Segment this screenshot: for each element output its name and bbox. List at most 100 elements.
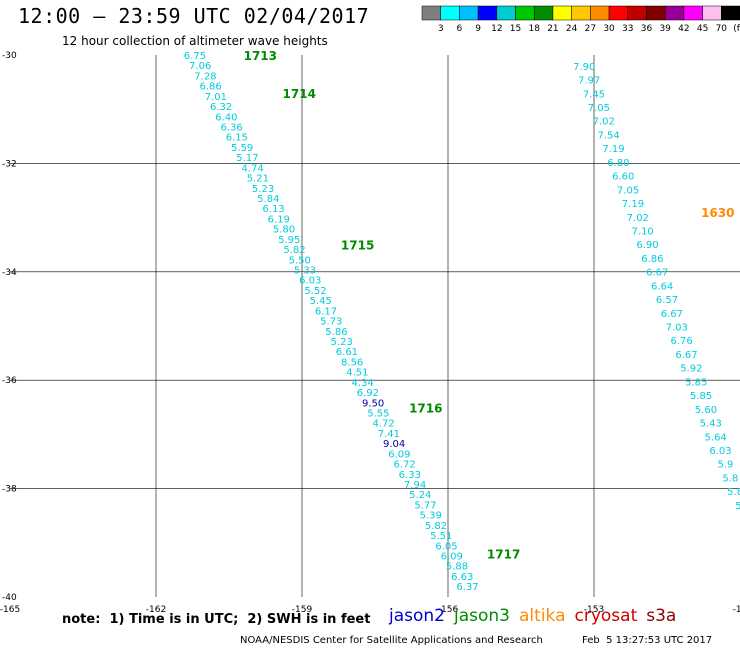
colorbar-label: 24	[566, 24, 578, 34]
satellite-tracks: 6.757.067.286.867.016.326.406.366.155.59…	[184, 49, 740, 593]
wave-height-value: 6.67	[646, 268, 668, 279]
wave-height-value: 6.92	[357, 388, 379, 399]
wave-height-value: 6.36	[220, 123, 242, 134]
axis-ticks: -30 -32 -34 -36 -38 -40 -165 -162 -159 -156 -153 -1…	[0, 51, 740, 615]
wave-height-value: 5.64	[705, 432, 727, 443]
wave-height-value: 7.54	[597, 130, 619, 141]
y-tick-label: -34	[2, 268, 17, 278]
grid	[10, 55, 740, 597]
wave-height-value: 7.05	[588, 103, 610, 114]
colorbar-swatch	[515, 5, 535, 21]
wave-height-value: 6.86	[641, 254, 663, 265]
colorbar-label: 12	[491, 24, 502, 34]
wave-height-value: 7.97	[578, 76, 600, 87]
wave-height-value: 7.94	[404, 480, 426, 491]
wave-height-value: 6.09	[388, 449, 410, 460]
colorbar-swatch	[590, 5, 610, 21]
wave-height-value: 7.03	[666, 323, 688, 334]
x-tick-label: -162	[146, 605, 166, 615]
footer-credit: NOAA/NESDIS Center for Satellite Applica…	[240, 635, 543, 646]
legend-item-cryosat: cryosat	[574, 606, 638, 626]
wave-height-value: 6.03	[299, 276, 321, 287]
colorbar-swatch	[496, 5, 516, 21]
wave-height-value: 7.41	[378, 429, 400, 440]
colorbar-swatch	[421, 5, 441, 21]
wave-height-value: 4.51	[346, 368, 368, 379]
wave-height-value: 4.72	[372, 419, 394, 430]
x-tick-label: -15	[733, 605, 740, 615]
wave-height-value: 7.02	[593, 117, 615, 128]
wave-height-value: 7.10	[632, 226, 654, 237]
wave-height-value: 5.17	[236, 153, 258, 164]
pass-time-label: 1716	[409, 401, 442, 415]
wave-height-value: 5.84	[257, 194, 279, 205]
x-tick-label: -159	[292, 605, 313, 615]
wave-height-value: 6.90	[636, 240, 658, 251]
wave-height-value: 5.88	[446, 562, 468, 573]
colorbar-label: 45	[697, 24, 708, 34]
wave-height-value: 5.39	[420, 511, 442, 522]
wave-height-value: 4.34	[352, 378, 374, 389]
wave-height-value: 8.56	[341, 357, 363, 368]
colorbar-swatch	[459, 5, 479, 21]
y-tick-label: -32	[2, 159, 17, 169]
wave-height-value: 5.43	[700, 419, 722, 430]
colorbar-swatch	[664, 5, 685, 21]
wave-height-value: 6.05	[435, 541, 457, 552]
wave-height-value: 6.63	[451, 572, 473, 583]
wave-height-value: 5.86	[325, 327, 347, 338]
chart-subtitle: 12 hour collection of altimeter wave hei…	[62, 34, 328, 48]
wave-height-value: 5.52	[304, 286, 326, 297]
wave-height-value: 7.05	[617, 185, 639, 196]
wave-height-value: 5.92	[680, 364, 702, 375]
colorbar-label: 70	[716, 24, 728, 34]
wave-height-value: 7.02	[627, 213, 649, 224]
wave-height-value: 5.24	[409, 490, 431, 501]
wave-height-value: 6.80	[607, 158, 629, 169]
colorbar-label: 39	[659, 24, 671, 34]
colorbar-swatch	[646, 5, 666, 21]
wave-height-value: 6.17	[315, 306, 337, 317]
wave-height-value: 5.85	[685, 377, 707, 388]
wave-height-value: 5.50	[289, 255, 311, 266]
wave-height-value: 7.01	[205, 92, 227, 103]
wave-height-value: 5.	[735, 501, 740, 512]
colorbar-label: 33	[622, 24, 633, 34]
wave-height-value: 4.74	[241, 163, 263, 174]
legend-item-s3a: s3a	[646, 606, 677, 626]
y-tick-label: -30	[2, 51, 17, 61]
footer-timestamp: Feb 5 13:27:53 UTC 2017	[582, 635, 713, 646]
wave-height-value: 5.45	[310, 296, 332, 307]
colorbar-label: 42	[678, 24, 689, 34]
colorbar-label: (ft)	[733, 24, 740, 34]
y-tick-label: -38	[2, 485, 17, 495]
wave-height-value: 6.32	[210, 102, 232, 113]
pass-time-label: 1715	[341, 239, 374, 253]
wave-height-value: 7.28	[194, 71, 216, 82]
legend-item-jason2: jason2	[389, 606, 445, 626]
wave-height-value: 5.59	[231, 143, 253, 154]
satellite-legend: jason2 jason3 altika cryosat s3a	[389, 606, 685, 626]
wave-height-value: 7.19	[622, 199, 644, 210]
wave-height-value: 5.82	[425, 521, 447, 532]
wave-height-value: 5.8	[722, 473, 738, 484]
wave-height-value: 7.19	[602, 144, 624, 155]
colorbar-swatch	[440, 5, 460, 21]
wave-height-value: 6.15	[226, 133, 248, 144]
wave-height-value: 5.85	[690, 391, 712, 402]
pass-time-label: 1714	[283, 87, 316, 101]
y-tick-label: -40	[2, 593, 17, 603]
pass-time-label: 1630	[701, 206, 734, 220]
wave-height-value: 7.06	[189, 61, 211, 72]
wave-height-value: 6.72	[393, 460, 415, 471]
wave-height-value: 5.9	[717, 460, 733, 471]
wave-height-value: 5.55	[367, 409, 389, 420]
wave-height-value: 6.75	[184, 51, 206, 62]
wave-height-value: 6.13	[262, 204, 284, 215]
colorbar-swatch	[608, 5, 629, 21]
wave-height-value: 6.37	[456, 582, 478, 593]
colorbar-label: 18	[529, 24, 541, 34]
pass-time-label: 1717	[487, 548, 520, 562]
wave-height-value: 6.57	[656, 295, 678, 306]
